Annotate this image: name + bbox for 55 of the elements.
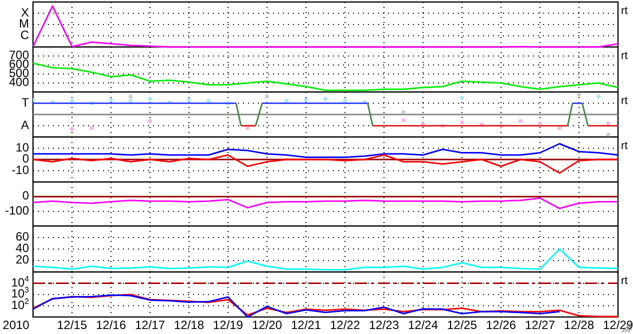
x-tick-label: 12/16 bbox=[96, 318, 126, 332]
point bbox=[148, 96, 152, 101]
y-tick-label: -100 bbox=[4, 204, 30, 218]
x-tick-label: 12/22 bbox=[330, 318, 360, 332]
point bbox=[70, 126, 74, 131]
x-axis-title: 2010 bbox=[2, 318, 30, 332]
y-tick-label: 10 bbox=[16, 140, 30, 154]
point bbox=[460, 96, 464, 100]
text: X bbox=[20, 5, 29, 20]
line-series bbox=[33, 248, 618, 270]
y-tick-label: 0 bbox=[22, 188, 30, 203]
x-tick-label: 12/23 bbox=[368, 318, 400, 332]
x-tick-label: 12/18 bbox=[174, 318, 204, 332]
y-tick-label: 60 bbox=[16, 230, 30, 244]
text: rt bbox=[621, 50, 628, 62]
x-tick-label: 12/24 bbox=[408, 318, 438, 332]
point bbox=[402, 110, 406, 114]
text: T bbox=[22, 95, 30, 110]
point bbox=[148, 119, 152, 124]
line-series bbox=[33, 143, 618, 158]
text: rt bbox=[621, 140, 628, 152]
line-series bbox=[33, 154, 618, 174]
y-tick-label: 40 bbox=[16, 241, 30, 256]
text: rt bbox=[621, 5, 628, 17]
point bbox=[128, 94, 132, 99]
point bbox=[324, 96, 328, 101]
point bbox=[606, 121, 610, 126]
point bbox=[606, 132, 610, 137]
x-tick-label: 12/28 bbox=[564, 318, 594, 332]
x-tick-label: 12/17 bbox=[134, 318, 166, 332]
text: A bbox=[20, 118, 29, 132]
point bbox=[596, 94, 600, 99]
x-tick-label: 12/27 bbox=[524, 318, 556, 332]
line-series bbox=[33, 197, 618, 210]
text: rt bbox=[621, 95, 628, 107]
point bbox=[538, 121, 542, 126]
point bbox=[187, 98, 191, 102]
point bbox=[109, 98, 113, 102]
point bbox=[265, 94, 269, 99]
x-tick-label: 12/29 bbox=[602, 318, 633, 332]
x-tick-label: 12/26 bbox=[486, 318, 516, 332]
y-tick-label: 20 bbox=[16, 252, 30, 267]
line-series bbox=[33, 62, 618, 91]
point bbox=[304, 98, 308, 102]
point bbox=[402, 118, 406, 122]
text: rt bbox=[621, 275, 628, 287]
x-tick-label: 12/20 bbox=[252, 318, 282, 332]
point bbox=[518, 119, 522, 124]
x-tick-label: 12/25 bbox=[446, 318, 478, 332]
x-tick-label: 12/19 bbox=[212, 318, 244, 332]
point bbox=[460, 120, 464, 124]
point bbox=[90, 126, 94, 130]
point bbox=[577, 92, 581, 96]
x-tick-label: 12/21 bbox=[290, 318, 322, 332]
x-tick-label: 12/15 bbox=[56, 318, 88, 332]
